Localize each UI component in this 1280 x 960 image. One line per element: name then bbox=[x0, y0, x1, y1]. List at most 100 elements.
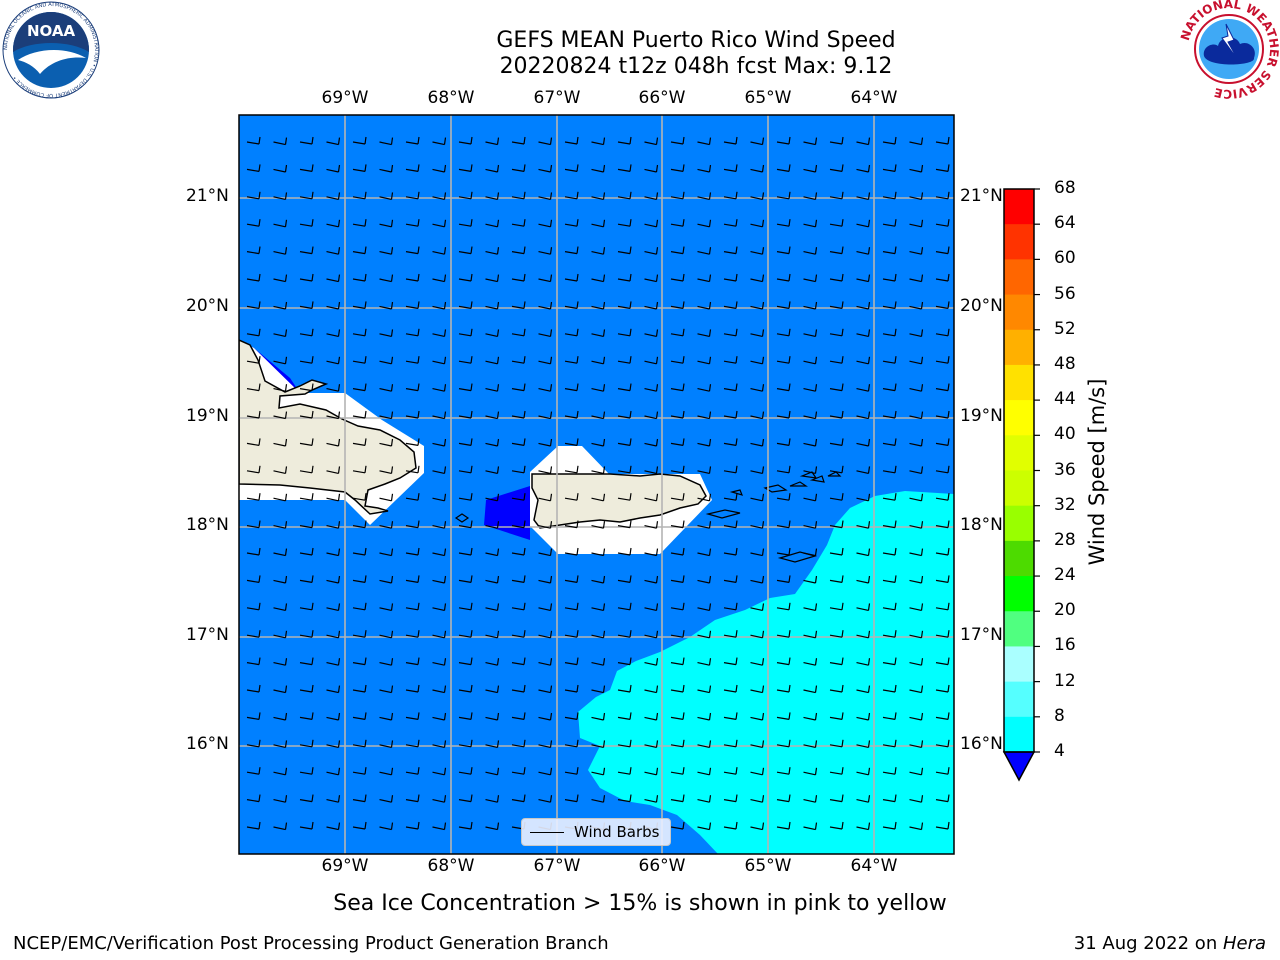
wind-barb bbox=[909, 795, 924, 803]
map-frame bbox=[238, 114, 955, 855]
wind-barb bbox=[432, 521, 447, 529]
wind-barb bbox=[458, 164, 473, 172]
wind-barb bbox=[485, 356, 500, 365]
wind-barb bbox=[511, 136, 526, 145]
wind-barb bbox=[511, 657, 526, 666]
wind-barb bbox=[644, 548, 659, 557]
wind-barb bbox=[697, 219, 712, 228]
wind-barb bbox=[352, 767, 367, 775]
wind-barb bbox=[750, 384, 765, 392]
colorbar-tick-label: 28 bbox=[1054, 529, 1076, 550]
wind-barb bbox=[379, 712, 394, 721]
wind-barb bbox=[432, 658, 447, 666]
wind-barb bbox=[935, 657, 950, 666]
wind-barb bbox=[538, 740, 553, 748]
lon-label-top-65w: 65°W bbox=[744, 88, 792, 108]
wind-barb bbox=[909, 712, 924, 721]
wind-barb bbox=[909, 411, 924, 420]
wind-barb bbox=[723, 383, 738, 392]
wind-barb bbox=[723, 547, 738, 556]
wind-barb bbox=[723, 438, 738, 446]
legend-line-swatch bbox=[530, 832, 564, 833]
colorbar-tick-label: 24 bbox=[1054, 565, 1076, 586]
wind-barb bbox=[670, 767, 685, 775]
wind-barb bbox=[591, 247, 606, 255]
wind-barb bbox=[803, 164, 818, 173]
wind-barb bbox=[564, 630, 579, 638]
wind-barb bbox=[776, 219, 791, 227]
colorbar-tick-label: 20 bbox=[1054, 600, 1076, 621]
wind-barb bbox=[485, 521, 500, 529]
wind-barb bbox=[935, 383, 950, 392]
wind-barb bbox=[511, 191, 526, 200]
wind-barb bbox=[617, 794, 632, 803]
colorbar bbox=[1002, 188, 1040, 782]
wind-barb bbox=[909, 603, 924, 611]
wind-barb bbox=[485, 384, 500, 392]
wind-barb bbox=[776, 575, 791, 583]
wind-barb bbox=[723, 273, 738, 282]
wind-barb bbox=[670, 712, 685, 720]
wind-barb bbox=[750, 767, 765, 776]
wind-barb bbox=[485, 301, 500, 310]
wind-barb bbox=[405, 136, 420, 145]
wind-barb bbox=[432, 274, 447, 283]
wind-barb bbox=[591, 466, 606, 474]
wind-barb bbox=[776, 136, 791, 145]
wind-barb bbox=[803, 384, 818, 392]
wind-barb bbox=[856, 192, 871, 200]
wind-barb bbox=[299, 520, 314, 529]
wind-barb bbox=[803, 137, 818, 146]
wind-barb bbox=[909, 438, 924, 447]
wind-barb bbox=[591, 164, 606, 173]
wind-barb bbox=[538, 685, 553, 694]
wind-barb bbox=[564, 794, 579, 803]
wind-barb bbox=[856, 575, 871, 584]
wind-barb bbox=[750, 548, 765, 557]
wind-barb bbox=[326, 247, 341, 255]
wind-barb bbox=[299, 739, 314, 748]
wind-barb bbox=[379, 301, 394, 310]
lon-label-bottom-67w: 67°W bbox=[533, 856, 581, 876]
wind-barb bbox=[935, 767, 950, 775]
wind-barb bbox=[379, 493, 394, 502]
wind-barb bbox=[564, 767, 579, 775]
wind-barb bbox=[326, 575, 341, 584]
wind-barb bbox=[750, 795, 765, 803]
colorbar-segment bbox=[1004, 505, 1034, 542]
wind-barb bbox=[723, 684, 738, 693]
wind-barb bbox=[326, 411, 341, 420]
wind-barb bbox=[644, 411, 659, 420]
wind-barb bbox=[432, 384, 447, 392]
wind-barb bbox=[379, 192, 394, 200]
wind-barb bbox=[882, 246, 897, 255]
wind-barb bbox=[405, 438, 420, 446]
wind-barb bbox=[352, 684, 367, 693]
wind-barb bbox=[803, 712, 818, 721]
wind-barb bbox=[511, 739, 526, 748]
wind-barb bbox=[538, 356, 553, 365]
wind-barb bbox=[326, 822, 341, 831]
wind-barb bbox=[829, 356, 844, 364]
wind-barb bbox=[617, 136, 632, 145]
wind-barb bbox=[458, 657, 473, 666]
wind-barb bbox=[485, 274, 500, 283]
wind-barb bbox=[511, 438, 526, 446]
wind-barb bbox=[776, 328, 791, 337]
wind-barb bbox=[909, 740, 924, 748]
colorbar-segment bbox=[1004, 259, 1034, 296]
wind-barb bbox=[379, 795, 394, 803]
wind-barb bbox=[723, 219, 738, 227]
wind-barb bbox=[697, 795, 712, 803]
wind-barb bbox=[617, 383, 632, 392]
wind-barb bbox=[882, 767, 897, 775]
wind-barb bbox=[935, 356, 950, 364]
wind-barb bbox=[432, 137, 447, 146]
wind-barb bbox=[882, 136, 897, 145]
wind-barb bbox=[670, 301, 685, 309]
wind-barb bbox=[723, 136, 738, 145]
wind-barb bbox=[697, 658, 712, 666]
wind-barb bbox=[432, 493, 447, 502]
wind-barb bbox=[273, 548, 288, 557]
lat-label-left-16n: 16°N bbox=[186, 734, 229, 754]
